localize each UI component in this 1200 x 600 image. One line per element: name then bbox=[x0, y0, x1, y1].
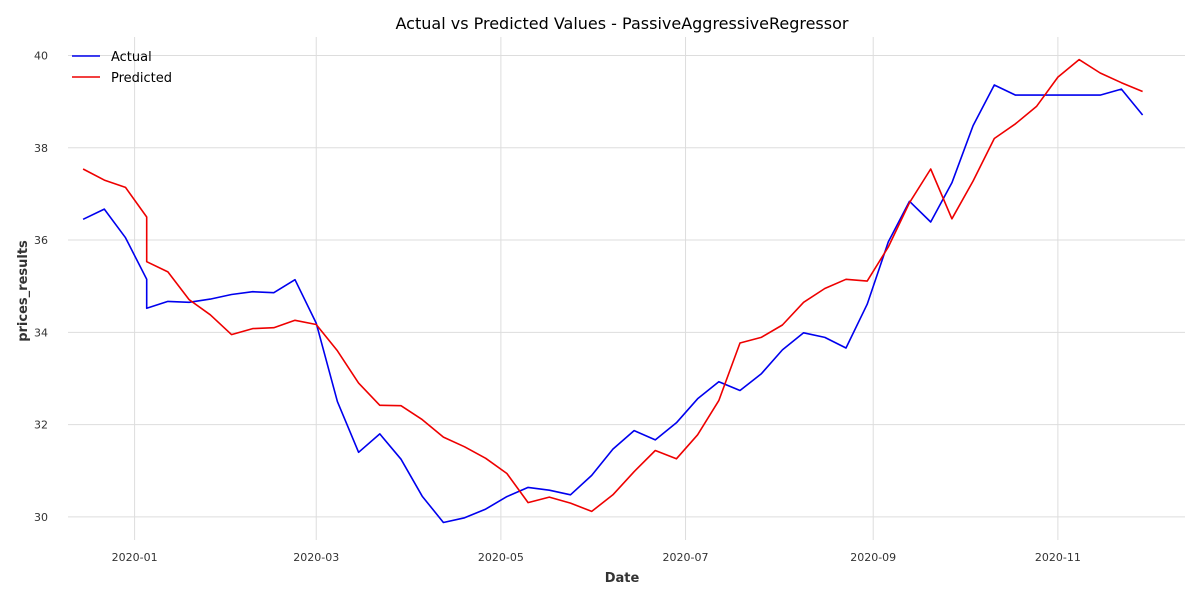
x-axis-label: Date bbox=[605, 571, 640, 586]
y-tick-label: 32 bbox=[34, 419, 48, 432]
y-axis-ticks: 30 32 34 36 38 40 bbox=[34, 49, 48, 523]
x-tick-label: 2020-09 bbox=[850, 551, 896, 564]
y-axis-label: prices_results bbox=[16, 240, 31, 342]
x-tick-label: 2020-03 bbox=[293, 551, 339, 564]
y-tick-label: 30 bbox=[34, 511, 48, 524]
chart-title: Actual vs Predicted Values - PassiveAggr… bbox=[396, 14, 849, 33]
y-tick-label: 38 bbox=[34, 142, 48, 155]
y-tick-label: 36 bbox=[34, 234, 48, 247]
x-axis-ticks: 2020-01 2020-03 2020-05 2020-07 2020-09 2020-… bbox=[112, 551, 1081, 564]
x-tick-label: 2020-01 bbox=[112, 551, 158, 564]
x-tick-label: 2020-05 bbox=[478, 551, 524, 564]
y-tick-label: 40 bbox=[34, 49, 48, 62]
legend-label-actual: Actual bbox=[111, 50, 152, 65]
series-line-predicted bbox=[82, 58, 1143, 513]
y-tick-label: 34 bbox=[34, 326, 48, 339]
series-lines bbox=[82, 58, 1144, 524]
x-tick-label: 2020-11 bbox=[1035, 551, 1081, 564]
series-line-actual bbox=[82, 84, 1144, 524]
x-tick-label: 2020-07 bbox=[663, 551, 709, 564]
grid bbox=[68, 37, 1185, 540]
legend-label-predicted: Predicted bbox=[111, 71, 172, 86]
legend: Actual Predicted bbox=[72, 50, 172, 86]
